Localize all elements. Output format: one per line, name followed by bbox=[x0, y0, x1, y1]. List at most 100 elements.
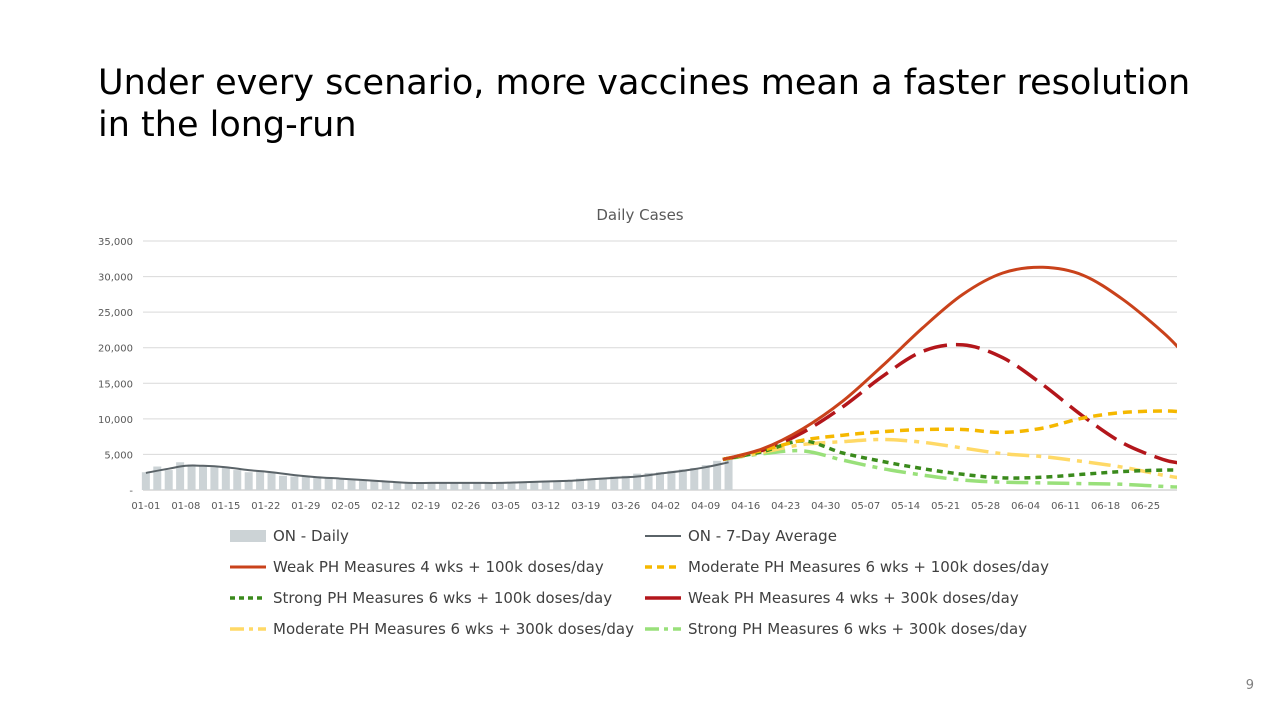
x-tick-label: 03-05 bbox=[491, 501, 520, 512]
daily-bar bbox=[678, 469, 687, 490]
daily-bar bbox=[553, 480, 562, 490]
x-tick-label: 06-25 bbox=[1131, 501, 1160, 512]
legend-swatch bbox=[645, 565, 681, 569]
x-tick-label: 04-16 bbox=[731, 501, 760, 512]
x-tick-label: 05-14 bbox=[891, 501, 920, 512]
legend-label: ON - Daily bbox=[273, 527, 349, 545]
legend-item: Weak PH Measures 4 wks + 100k doses/day bbox=[230, 555, 645, 579]
daily-bar bbox=[416, 482, 425, 490]
y-tick-label: 35,000 bbox=[98, 237, 133, 248]
x-tick-label: 03-12 bbox=[531, 501, 560, 512]
y-tick-label: 20,000 bbox=[98, 344, 133, 355]
legend-item: Moderate PH Measures 6 wks + 100k doses/… bbox=[645, 555, 1060, 579]
legend-swatch bbox=[645, 596, 681, 600]
x-tick-label: 03-19 bbox=[571, 501, 600, 512]
daily-bar bbox=[347, 480, 356, 490]
series-line bbox=[722, 439, 1177, 480]
daily-bar bbox=[301, 476, 310, 490]
legend-item: Strong PH Measures 6 wks + 100k doses/da… bbox=[230, 586, 645, 610]
daily-bar bbox=[427, 482, 436, 490]
x-tick-label: 06-11 bbox=[1051, 501, 1080, 512]
slide-title-line-1: Under every scenario, more vaccines mean… bbox=[98, 63, 1191, 103]
y-tick-label: - bbox=[129, 486, 133, 497]
y-tick-label: 25,000 bbox=[98, 308, 133, 319]
daily-bar bbox=[564, 480, 573, 490]
daily-bar bbox=[256, 470, 265, 490]
daily-bar bbox=[598, 477, 607, 490]
legend-swatch bbox=[230, 596, 266, 600]
daily-bar bbox=[701, 465, 710, 490]
daily-bar bbox=[324, 477, 333, 490]
x-tick-label: 02-19 bbox=[411, 501, 440, 512]
daily-bar bbox=[507, 482, 516, 490]
daily-bar bbox=[587, 478, 596, 490]
legend-item: ON - 7-Day Average bbox=[645, 524, 1060, 548]
daily-bar bbox=[473, 482, 482, 490]
x-axis-ticks: 01-01 01-08 01-15 01-22 01-29 02-05 02-12 02-19… bbox=[131, 501, 1160, 512]
x-tick-label: 04-09 bbox=[691, 501, 720, 512]
daily-bar bbox=[336, 479, 345, 490]
slide-title-line-2: in the long-run bbox=[98, 105, 357, 145]
legend-label: Strong PH Measures 6 wks + 100k doses/da… bbox=[273, 589, 613, 607]
daily-bar bbox=[210, 467, 219, 490]
daily-bar bbox=[187, 464, 196, 490]
daily-bar bbox=[461, 482, 470, 490]
gridlines bbox=[143, 240, 1177, 491]
legend-label: Weak PH Measures 4 wks + 100k doses/day bbox=[273, 558, 604, 576]
series-line bbox=[722, 409, 1177, 462]
daily-bar bbox=[656, 472, 664, 490]
daily-bar bbox=[621, 475, 630, 490]
x-tick-label: 01-01 bbox=[131, 501, 160, 512]
daily-bar bbox=[667, 470, 676, 490]
x-tick-label: 01-29 bbox=[291, 501, 320, 512]
legend-swatch bbox=[645, 627, 681, 631]
chart-title: Daily Cases bbox=[596, 206, 683, 224]
daily-bars bbox=[141, 458, 733, 490]
daily-bar bbox=[164, 470, 173, 490]
legend-label: Moderate PH Measures 6 wks + 100k doses/… bbox=[688, 558, 1050, 576]
x-tick-label: 01-15 bbox=[211, 501, 240, 512]
legend-label: Weak PH Measures 4 wks + 300k doses/day bbox=[688, 589, 1019, 607]
daily-bar bbox=[278, 475, 287, 490]
x-tick-label: 05-28 bbox=[971, 501, 1000, 512]
x-tick-label: 04-23 bbox=[771, 501, 800, 512]
y-tick-label: 15,000 bbox=[98, 379, 133, 390]
daily-bar bbox=[233, 470, 242, 490]
daily-bar bbox=[518, 482, 527, 490]
daily-bar bbox=[610, 476, 619, 490]
legend-item: Strong PH Measures 6 wks + 300k doses/da… bbox=[645, 617, 1060, 641]
legend-item: Moderate PH Measures 6 wks + 300k doses/… bbox=[230, 617, 645, 641]
daily-bar bbox=[244, 472, 253, 490]
daily-bar bbox=[290, 476, 299, 490]
daily-bar bbox=[450, 482, 459, 490]
x-tick-label: 02-05 bbox=[331, 501, 360, 512]
x-tick-label: 04-30 bbox=[811, 501, 840, 512]
daily-bar bbox=[484, 482, 493, 490]
daily-bar bbox=[713, 460, 722, 490]
legend-item: ON - Daily bbox=[230, 524, 645, 548]
series-line bbox=[145, 461, 729, 484]
daily-bar bbox=[576, 478, 585, 490]
daily-bar bbox=[221, 467, 230, 490]
daily-bar bbox=[541, 480, 550, 490]
y-axis-ticks: - 5,000 10,000 15,000 20,000 25,000 30,000 35,0… bbox=[98, 237, 133, 497]
daily-bar bbox=[644, 472, 653, 490]
x-tick-label: 05-07 bbox=[851, 501, 880, 512]
series-line bbox=[722, 342, 1177, 465]
daily-bar bbox=[267, 472, 276, 490]
x-tick-label: 02-12 bbox=[371, 501, 400, 512]
daily-bar bbox=[313, 477, 322, 490]
daily-bar bbox=[496, 482, 505, 490]
legend-swatch bbox=[230, 530, 266, 542]
legend-swatch bbox=[645, 535, 681, 537]
page-number: 9 bbox=[1245, 678, 1254, 693]
legend-label: Moderate PH Measures 6 wks + 300k doses/… bbox=[273, 620, 635, 638]
daily-cases-chart: Daily Cases - 5,000 10,000 15,000 20,000 25,0… bbox=[98, 206, 1177, 512]
legend-label: Strong PH Measures 6 wks + 300k doses/da… bbox=[688, 620, 1028, 638]
daily-bar bbox=[633, 473, 642, 490]
x-tick-label: 02-26 bbox=[451, 501, 480, 512]
daily-bar bbox=[141, 472, 150, 490]
daily-bar bbox=[370, 481, 379, 490]
daily-bar bbox=[358, 480, 367, 490]
x-tick-label: 05-21 bbox=[931, 501, 960, 512]
